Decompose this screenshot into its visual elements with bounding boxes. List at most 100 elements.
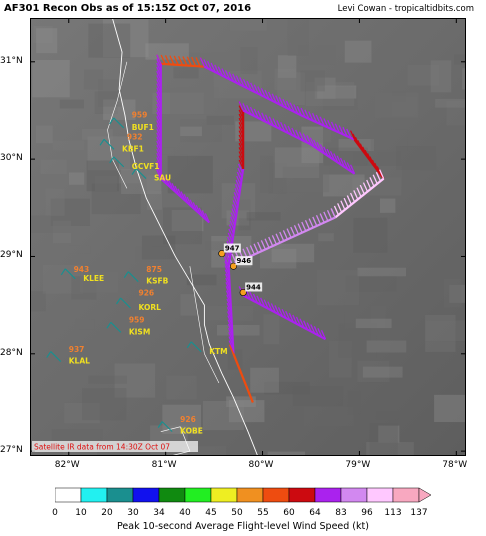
flight-track <box>156 54 385 403</box>
recon-map: 947 946 944 BUF1 KBF1 GCVF1 SAU KLEE KSFB KORL KI… <box>30 18 466 456</box>
ir-background <box>30 18 466 456</box>
lon-label: 80°W <box>248 460 274 470</box>
colorbar-tick: 20 <box>101 508 113 518</box>
station-barb-KISM <box>106 321 122 333</box>
cloud-texture <box>30 19 466 456</box>
satellite-note: Satellite IR data from 14:30Z Oct 07 <box>34 443 170 452</box>
station-barb-KLEE <box>60 268 76 280</box>
center-fix-marker-2 <box>239 288 247 296</box>
colorbar-segment-2 <box>106 487 134 503</box>
lat-label: 29°N <box>0 250 23 261</box>
track-leg-7 <box>228 344 254 403</box>
colorbar <box>55 487 432 503</box>
center-fix-marker-1 <box>229 262 237 270</box>
colorbar-tick: 96 <box>361 508 373 518</box>
colorbar-segment-4 <box>158 487 186 503</box>
colorbar-tick: 40 <box>179 508 191 518</box>
colorbar-segment-10 <box>314 487 342 503</box>
track-leg-4 <box>330 169 385 219</box>
track-leg-2 <box>296 106 356 141</box>
colorbar-tick: 113 <box>384 508 402 518</box>
colorbar-segment-11 <box>340 487 368 503</box>
colorbar-segment-12 <box>366 487 394 503</box>
colorbar-segment-7 <box>236 487 264 503</box>
lon-label: 78°W <box>442 460 468 470</box>
pressure-label-0: 943 <box>74 265 90 274</box>
station-label-KLAL: KLAL <box>69 357 90 366</box>
station-barb-SAU <box>131 168 147 179</box>
station-label-KSFB: KSFB <box>146 277 168 286</box>
station-barb-KTM <box>186 341 202 353</box>
pressure-label-5: 926 <box>180 415 196 424</box>
colorbar-tick: 45 <box>205 508 217 518</box>
colorbar-segment-3 <box>132 487 160 503</box>
map-title: AF301 Recon Obs as of 15:15Z Oct 07, 201… <box>4 3 252 14</box>
colorbar-segment-8 <box>262 487 290 503</box>
station-barb-GCVF1 <box>109 156 125 168</box>
colorbar-arrow <box>418 487 432 503</box>
station-label-KTM: KTM <box>209 347 227 356</box>
track-leg-9 <box>238 101 245 170</box>
colorbar-segment-13 <box>392 487 420 503</box>
station-barb-KLAL <box>46 351 62 362</box>
station-label-KOBE: KOBE <box>180 427 203 436</box>
station-label-KISM: KISM <box>129 327 150 336</box>
track-leg-11 <box>306 135 356 175</box>
station-barb-KORL <box>116 297 131 309</box>
colorbar-label: Peak 10-second Average Flight-level Wind… <box>117 521 369 532</box>
lat-label: 27°N <box>0 445 23 456</box>
colorbar-segment-9 <box>288 487 316 503</box>
colorbar-tick: 55 <box>257 508 269 518</box>
colorbar-segment-1 <box>80 487 108 503</box>
lat-label: 31°N <box>0 55 23 66</box>
center-fix-box-0 <box>223 243 241 253</box>
colorbar-segment-5 <box>184 487 212 503</box>
pressure-label-1: 875 <box>146 265 162 274</box>
station-barb-BUF1 <box>109 117 125 129</box>
lon-label: 82°W <box>54 460 80 470</box>
colorbar-tick: 64 <box>309 508 321 518</box>
center-fixes: 947 946 944 <box>218 243 263 296</box>
colorbar-tick: 34 <box>153 508 165 518</box>
satellite-note-bg <box>32 441 198 452</box>
station-barb-KBF1 <box>99 138 115 150</box>
lat-label: 28°N <box>0 347 23 358</box>
colorbar-segment-6 <box>210 487 238 503</box>
pressure-label-4: 937 <box>69 345 85 354</box>
pressure-label-2: 926 <box>139 288 155 297</box>
colorbar-segment-0 <box>55 487 82 503</box>
station-label-GCVF1: GCVF1 <box>132 162 160 171</box>
station-label-KORL: KORL <box>139 303 162 312</box>
credit-text: Levi Cowan - tropicaltidbits.com <box>337 4 474 14</box>
station-barb-KOBE <box>157 421 173 433</box>
map-labels: BUF1 KBF1 GCVF1 SAU KLEE KSFB KORL KISM KLAL KOBE… <box>32 110 228 452</box>
track-leg-3 <box>349 130 385 180</box>
coastline <box>107 18 259 456</box>
colorbar-tick: 83 <box>335 508 347 518</box>
colorbar-tick: 10 <box>75 508 87 518</box>
lat-label: 30°N <box>0 153 23 164</box>
colorbar-tick: 60 <box>283 508 295 518</box>
center-fix-box-1 <box>235 256 253 266</box>
station-label-SAU: SAU <box>154 174 171 183</box>
station-label-KLEE: KLEE <box>83 274 104 283</box>
pressure-label-3: 959 <box>129 316 145 325</box>
station-barb-KSFB <box>123 271 139 283</box>
lon-label: 81°W <box>151 460 177 470</box>
station-label-BUF1: BUF1 <box>132 123 154 132</box>
track-leg-14 <box>156 169 210 224</box>
center-fix-label-2: 944 <box>246 283 261 291</box>
center-fix-label-1: 946 <box>236 257 251 265</box>
track-leg-10 <box>238 101 312 146</box>
track-leg-13 <box>156 54 162 179</box>
center-fix-box-2 <box>245 282 263 292</box>
track-leg-6 <box>224 256 235 355</box>
center-fix-label-0: 947 <box>225 245 240 253</box>
lon-label: 79°W <box>345 460 371 470</box>
pressure-label-6: 959 <box>132 110 148 119</box>
colorbar-tick: 137 <box>410 508 428 518</box>
colorbar-tick: 0 <box>52 508 58 518</box>
pressure-label-7: 932 <box>127 133 143 142</box>
center-fix-marker-0 <box>218 250 226 258</box>
colorbar-tick: 30 <box>127 508 139 518</box>
